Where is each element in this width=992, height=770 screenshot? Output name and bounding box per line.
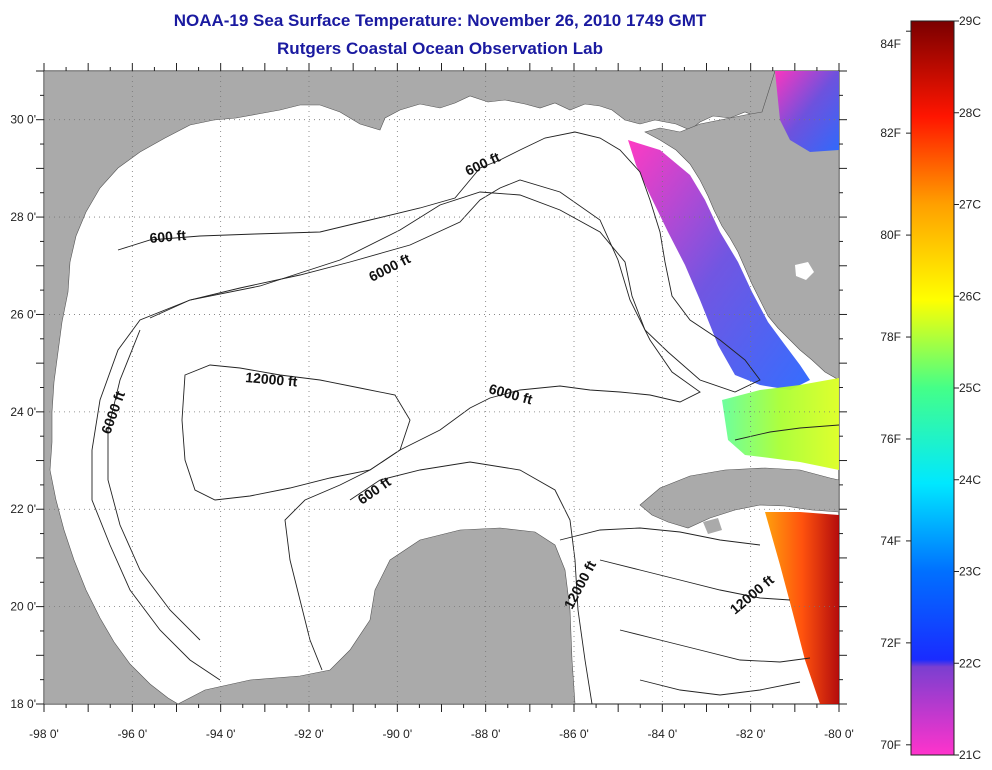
land-cuba <box>639 467 839 529</box>
colorbar-fahrenheit-label: 80F <box>880 228 901 242</box>
lon-tick-label: -96 0' <box>118 727 148 741</box>
contour-caribbean-3 <box>639 679 801 696</box>
lon-tick-label: -88 0' <box>471 727 501 741</box>
colorbar-celsius-label: 21C <box>959 748 981 762</box>
lat-tick-label: 18 0' <box>10 697 36 711</box>
contour-6000ft-west <box>149 179 701 671</box>
lat-tick-label: 24 0' <box>10 405 36 419</box>
chart-title: NOAA-19 Sea Surface Temperature: Novembe… <box>173 11 707 30</box>
lat-tick-label: 28 0' <box>10 210 36 224</box>
contour-label: 12000 ft <box>245 369 299 390</box>
land-lake <box>795 262 814 280</box>
colorbar-fahrenheit-label: 78F <box>880 330 901 344</box>
colorbar-fahrenheit-label: 74F <box>880 534 901 548</box>
contour-12000ft-se <box>559 527 761 546</box>
colorbar-fahrenheit-label: 72F <box>880 636 901 650</box>
lat-tick-label: 20 0' <box>10 600 36 614</box>
bathymetry-contours <box>91 131 839 704</box>
colorbar-celsius-label: 25C <box>959 381 981 395</box>
colorbar-ticks <box>906 20 959 756</box>
contour-6000ft-inner <box>107 329 201 641</box>
lon-tick-label: -90 0' <box>383 727 413 741</box>
contour-label: 600 ft <box>149 227 187 246</box>
colorbar-fahrenheit-label: 70F <box>880 738 901 752</box>
longitude-labels: -98 0' -96 0' -94 0' -92 0' -90 0' -88 0' -86 … <box>29 727 854 741</box>
colorbar-celsius-labels: 29C 28C 27C 26C 25C 24C 23C 22C 21C <box>959 14 981 762</box>
colorbar <box>910 20 955 756</box>
contour-600ft <box>91 131 761 681</box>
land-florida <box>644 71 839 381</box>
contour-caribbean-2 <box>619 629 811 663</box>
colorbar-celsius-label: 27C <box>959 198 981 212</box>
lon-tick-label: -98 0' <box>29 727 59 741</box>
lon-tick-label: -80 0' <box>824 727 854 741</box>
colorbar-fahrenheit-label: 84F <box>880 37 901 51</box>
sst-swath-caribbean <box>765 512 839 704</box>
land-isle-of-youth <box>703 518 722 534</box>
lat-tick-label: 26 0' <box>10 307 36 321</box>
colorbar-fahrenheit-label: 76F <box>880 432 901 446</box>
land-us-mexico <box>44 71 776 704</box>
contour-keys <box>734 424 839 441</box>
chart-subtitle: Rutgers Coastal Ocean Observation Lab <box>277 39 603 58</box>
lon-tick-label: -82 0' <box>736 727 766 741</box>
colorbar-celsius-label: 28C <box>959 106 981 120</box>
sst-swath-keys <box>722 378 839 470</box>
lon-tick-label: -94 0' <box>206 727 236 741</box>
contour-caribbean <box>599 559 791 601</box>
graticule <box>44 71 839 704</box>
colorbar-celsius-label: 29C <box>959 14 981 28</box>
lat-tick-label: 22 0' <box>10 502 36 516</box>
axis-ticks <box>36 63 847 712</box>
lon-tick-label: -92 0' <box>294 727 324 741</box>
colorbar-celsius-label: 26C <box>959 289 981 303</box>
lat-tick-label: 30 0' <box>10 113 36 127</box>
sst-swath-florida-north <box>775 71 839 152</box>
colorbar-fahrenheit-label: 82F <box>880 126 901 140</box>
colorbar-fahrenheit-labels: 84F 82F 80F 78F 76F 74F 72F 70F <box>880 37 901 752</box>
lon-tick-label: -84 0' <box>648 727 678 741</box>
colorbar-celsius-label: 22C <box>959 656 981 670</box>
contour-600ft-yucatan <box>349 461 593 704</box>
land-yucatan <box>177 527 576 704</box>
colorbar-celsius-label: 24C <box>959 473 981 487</box>
sst-swath-florida-west <box>628 140 810 390</box>
colorbar-celsius-label: 23C <box>959 565 981 579</box>
contour-12000ft <box>181 364 411 501</box>
latitude-labels: 18 0' 20 0' 22 0' 24 0' 26 0' 28 0' 30 0' <box>10 113 36 711</box>
lon-tick-label: -86 0' <box>559 727 589 741</box>
